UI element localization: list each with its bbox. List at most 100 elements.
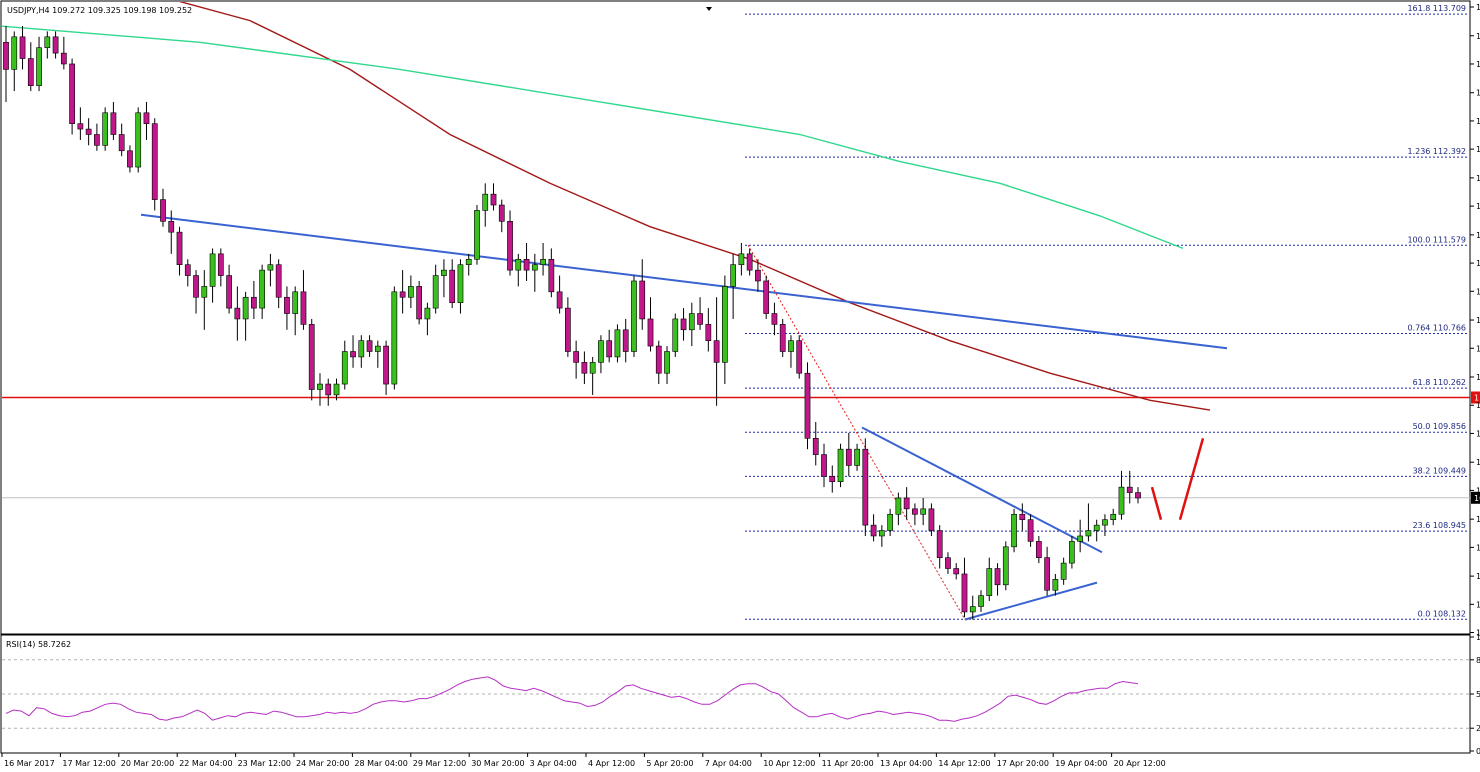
bearish-candle <box>771 313 778 325</box>
bearish-candle <box>85 128 92 135</box>
bearish-candle <box>3 41 9 70</box>
bullish-candle <box>664 351 670 374</box>
bullish-candle <box>408 286 414 298</box>
fib-level-label: 0.0 108.132 <box>1418 609 1466 618</box>
bullish-candle <box>1060 562 1067 580</box>
time-tick-label: 17 Mar 12:00 <box>62 759 115 768</box>
rsi-label: RSI(14) 58.7262 <box>6 640 71 649</box>
bearish-candle <box>366 340 373 352</box>
bearish-candle <box>416 286 423 320</box>
bullish-candle <box>209 253 216 287</box>
bullish-candle <box>589 362 596 374</box>
main-panel-frame <box>0 0 1471 635</box>
bullish-candle <box>135 112 142 168</box>
rsi-tick-label: 80 <box>1476 656 1480 665</box>
bearish-candle <box>69 63 75 124</box>
rsi-indicator: 100 80 50 20 0 <box>2 633 1480 756</box>
bearish-candle <box>251 296 257 309</box>
time-tick-label: 11 Apr 20:00 <box>822 759 874 768</box>
bearish-candle <box>143 112 150 124</box>
bearish-candle <box>763 280 770 314</box>
bullish-candle <box>878 530 885 537</box>
bullish-candle <box>969 606 976 613</box>
price-tick-label: 112.985 <box>1476 89 1480 98</box>
fib-level-label: 100.0 111.579 <box>1407 235 1466 244</box>
bearish-candle <box>275 264 282 298</box>
fib-level-label: 38.2 109.449 <box>1413 466 1466 475</box>
bearish-candle <box>779 324 786 352</box>
bullish-candle <box>837 448 844 483</box>
price-tick-label: 109.320 <box>1476 486 1480 495</box>
bearish-candle <box>300 291 307 325</box>
bullish-candle <box>920 508 927 515</box>
level-price-tag-label: 110.176 <box>1474 394 1480 403</box>
bullish-candle <box>738 253 745 266</box>
bearish-candle <box>912 508 918 515</box>
bearish-candle <box>350 351 356 358</box>
price-tick-label: 108.530 <box>1476 572 1480 581</box>
bullish-candle <box>895 497 902 515</box>
bearish-candle <box>176 231 183 266</box>
time-tick-label: 7 Apr 04:00 <box>705 759 752 768</box>
projection-arrow-up <box>1178 437 1205 521</box>
price-tick-label: 109.845 <box>1476 429 1480 438</box>
bullish-candle <box>44 36 51 48</box>
bearish-candle <box>1126 486 1133 493</box>
time-tick-label: 10 Apr 12:00 <box>763 759 815 768</box>
bullish-candle <box>201 286 208 298</box>
bullish-candle <box>672 318 679 352</box>
bearish-candle <box>606 340 613 358</box>
bearish-candle <box>862 448 869 526</box>
bullish-candle <box>1102 519 1108 526</box>
bearish-candle <box>713 340 720 363</box>
bullish-candle <box>721 286 728 363</box>
time-tick-label: 20 Mar 20:00 <box>121 759 174 768</box>
price-tick-label: 108.795 <box>1476 543 1480 552</box>
bearish-candle <box>226 275 232 309</box>
bearish-candle <box>1027 519 1034 542</box>
bearish-candle <box>1135 492 1141 499</box>
bearish-candle <box>234 307 241 320</box>
time-tick-label: 23 Mar 12:00 <box>238 759 291 768</box>
bullish-candle <box>391 291 398 385</box>
price-tick-label: 108.010 <box>1476 629 1480 638</box>
bearish-candle <box>1019 513 1026 520</box>
moving-averages <box>2 2 1211 411</box>
projection-arrow-down <box>1150 486 1163 521</box>
bullish-candle <box>358 340 365 358</box>
time-tick-label: 13 Apr 04:00 <box>880 759 932 768</box>
bearish-candle <box>804 372 811 439</box>
bullish-candle <box>36 47 42 86</box>
bearish-candle <box>449 269 456 303</box>
bullish-candle <box>540 258 546 266</box>
bearish-candle <box>953 568 960 575</box>
price-tick-label: 110.630 <box>1476 344 1480 353</box>
trend-lines <box>140 213 1228 621</box>
bullish-candle <box>887 513 893 531</box>
bearish-candle <box>523 258 530 271</box>
chevron-down-icon[interactable] <box>706 7 712 11</box>
bearish-candle <box>647 318 654 347</box>
bearish-candle <box>812 438 819 455</box>
price-tick-label: 111.415 <box>1476 259 1480 268</box>
price-tick-label: 110.365 <box>1476 373 1480 382</box>
fib-level-label: 0.764 110.766 <box>1407 323 1466 332</box>
time-tick-label: 16 Mar 2017 <box>4 759 55 768</box>
candlestick-series <box>3 25 1141 620</box>
rsi-tick-label: 0 <box>1476 747 1480 756</box>
bullish-candle <box>1110 513 1117 520</box>
bearish-candle <box>308 324 315 390</box>
price-tick-label: 110.890 <box>1476 316 1480 325</box>
price-tick-label: 111.940 <box>1476 202 1480 211</box>
bullish-candle <box>854 448 860 466</box>
time-tick-label: 22 Mar 04:00 <box>179 759 232 768</box>
bullish-candle <box>1093 524 1100 531</box>
time-tick-label: 19 Apr 04:00 <box>1055 759 1107 768</box>
price-tick-label: 108.270 <box>1476 600 1480 609</box>
current-price-tag-label: 109.252 <box>1474 494 1480 503</box>
time-tick-label: 14 Apr 12:00 <box>938 759 990 768</box>
bearish-candle <box>217 253 224 276</box>
time-tick-label: 4 Apr 12:00 <box>588 759 635 768</box>
bullish-candle <box>598 340 604 363</box>
